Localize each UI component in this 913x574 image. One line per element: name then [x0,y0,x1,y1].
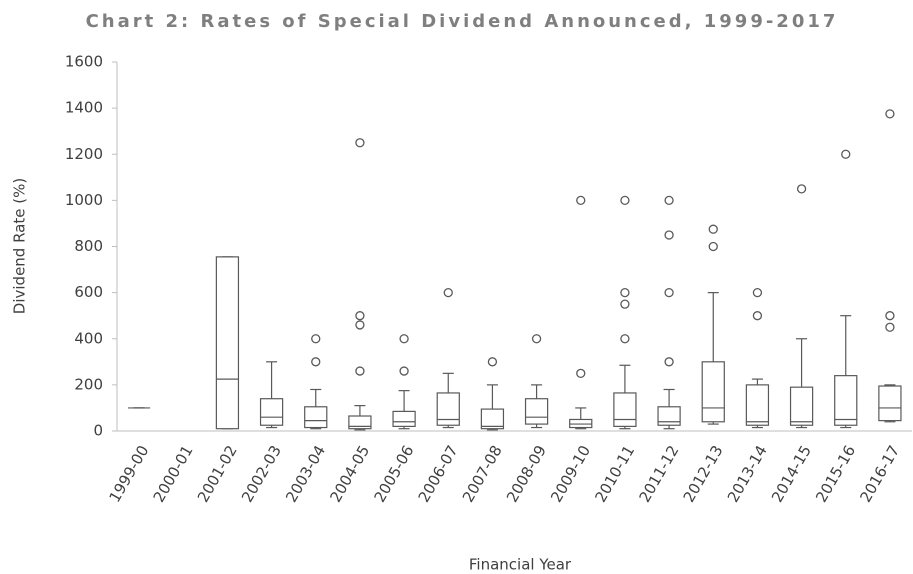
x-tick-label: 2003-04 [282,442,329,505]
outlier [885,322,895,332]
outlier [885,109,895,119]
outlier [752,287,763,298]
x-tick-label: 2009-10 [547,442,594,505]
y-axis-title: Dividend Rate (%) [11,178,29,314]
x-tick-label: 2016-17 [856,442,903,505]
box [878,385,902,422]
y-tick-label: 400 [74,329,103,347]
box [657,406,681,426]
box [215,256,240,430]
x-axis-title: Financial Year [469,556,572,574]
box [613,392,637,427]
outlier [841,149,851,159]
x-tick-label: 2000-01 [150,442,197,505]
y-tick-label: 1600 [65,53,103,71]
outlier [576,195,586,206]
outlier [443,287,453,298]
chart-title: Chart 2: Rates of Special Dividend Annou… [86,11,839,32]
y-tick-label: 0 [93,422,103,440]
outlier [531,334,542,344]
y-tick-label: 600 [74,283,103,301]
outlier [399,366,409,376]
box [701,361,725,423]
box [524,398,549,425]
box [745,384,770,426]
x-tick-label: 1999-00 [106,442,153,505]
outlier [355,311,365,321]
x-tick-label: 2015-16 [812,442,859,505]
x-tick-label: 2005-06 [371,442,418,505]
box [392,410,416,427]
outlier [708,224,718,234]
x-tick-label: 2004-05 [326,442,373,505]
outlier [620,195,630,206]
x-tick-label: 2007-08 [459,442,506,505]
outlier [620,287,630,298]
x-tick-label: 2008-09 [503,442,550,505]
y-tick-label: 200 [74,375,103,393]
x-tick-label: 2013-14 [724,442,771,505]
x-tick-label: 2010-11 [591,442,638,505]
outlier [620,299,630,309]
box [304,406,328,429]
y-tick-label: 1000 [65,191,103,209]
outlier [311,334,321,344]
box [259,398,284,426]
outlier [664,195,674,206]
outlier [708,241,718,252]
outlier [355,366,365,376]
box [834,375,858,426]
box [789,386,814,426]
outlier [752,311,763,321]
box [436,392,460,426]
x-tick-label: 2014-15 [768,442,815,505]
y-tick-label: 1200 [65,145,103,163]
x-tick-label: 2001-02 [194,442,241,505]
outlier [487,357,498,367]
x-tick-label: 2011-12 [636,442,683,505]
outlier [311,357,321,367]
outlier [796,184,807,194]
y-tick-label: 1400 [65,99,103,117]
outlier [355,320,365,330]
outlier [664,357,674,367]
box [348,415,372,430]
box [480,408,505,430]
y-tick-label: 800 [74,237,103,255]
outlier [664,287,674,298]
outlier [399,334,409,344]
outlier [576,368,586,378]
x-tick-label: 2006-07 [415,442,462,505]
outlier [620,334,630,344]
x-tick-label: 2012-13 [680,442,727,505]
x-tick-label: 2002-03 [238,442,285,505]
outlier [885,311,895,321]
outlier [355,138,365,148]
outlier [664,230,674,240]
